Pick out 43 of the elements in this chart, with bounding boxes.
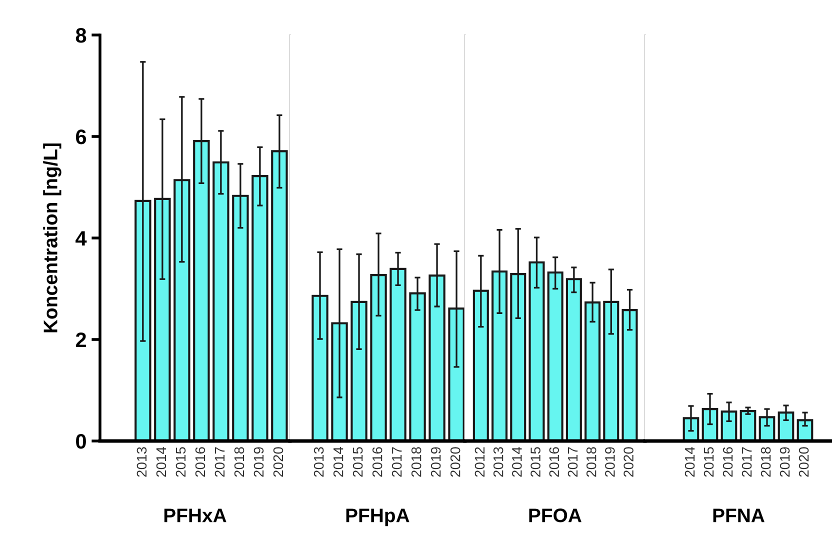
x-tick-label: 2017 xyxy=(392,447,402,477)
x-tick-label: 2019 xyxy=(430,447,441,477)
y-tick-label: 6 xyxy=(76,130,86,144)
x-tick-label: 2018 xyxy=(760,447,771,477)
x-tick-label: 2017 xyxy=(568,447,578,477)
x-tick-label: 2015 xyxy=(704,447,714,477)
x-tick-label: 2020 xyxy=(450,447,460,477)
x-axis-title: PFOA xyxy=(529,508,582,522)
x-tick-label: 2020 xyxy=(273,447,284,477)
x-tick-label: 2018 xyxy=(586,447,596,477)
x-tick-label: 2012 xyxy=(474,447,485,477)
x-tick-label: 2015 xyxy=(530,447,540,477)
x-tick-label: 2017 xyxy=(742,447,752,477)
x-tick-label: 2013 xyxy=(136,447,147,477)
y-tick-label: 0 xyxy=(76,434,86,449)
x-tick-label: 2016 xyxy=(195,447,206,477)
x-tick-label: 2016 xyxy=(372,447,382,477)
y-tick-label: 4 xyxy=(76,231,87,246)
x-tick-label: 2020 xyxy=(624,447,634,477)
bar xyxy=(740,410,756,441)
x-axis-title: PFNA xyxy=(713,508,764,522)
y-axis-title: Koncentration [ng/L] xyxy=(43,143,62,332)
x-tick-label: 2014 xyxy=(333,446,344,477)
x-tick-label: 2014 xyxy=(684,446,695,477)
x-tick-label: 2014 xyxy=(512,446,522,477)
x-tick-label: 2015 xyxy=(176,447,186,477)
x-axis-title: PFHxA xyxy=(164,508,226,522)
x-tick-label: 2020 xyxy=(798,447,809,477)
x-tick-label: 2014 xyxy=(156,446,166,477)
y-tick-label: 2 xyxy=(76,332,86,348)
x-tick-label: 2015 xyxy=(352,447,363,477)
y-tick-label: 8 xyxy=(76,28,86,43)
x-tick-label: 2016 xyxy=(722,447,733,477)
x-tick-label: 2019 xyxy=(254,447,264,477)
x-tick-label: 2018 xyxy=(234,447,244,477)
x-tick-label: 2018 xyxy=(411,447,422,477)
x-tick-label: 2017 xyxy=(214,447,225,477)
x-tick-label: 2019 xyxy=(780,447,790,477)
x-axis-title: PFHpA xyxy=(346,508,410,526)
x-tick-label: 2019 xyxy=(605,447,615,477)
x-tick-label: 2016 xyxy=(549,447,560,477)
x-tick-label: 2013 xyxy=(493,447,504,477)
x-tick-label: 2013 xyxy=(314,447,324,477)
